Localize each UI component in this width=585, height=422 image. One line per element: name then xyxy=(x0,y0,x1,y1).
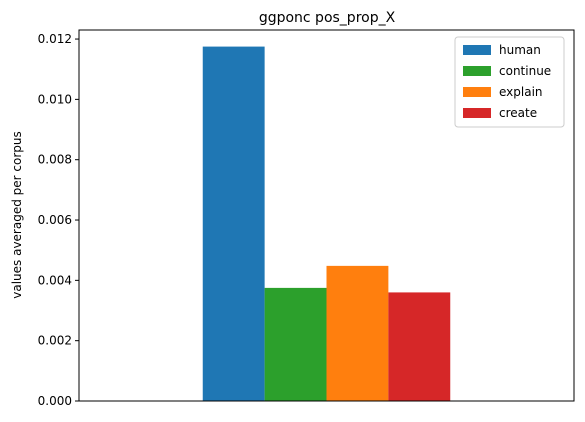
legend-label-create: create xyxy=(499,106,537,120)
y-tick-label: 0.010 xyxy=(38,92,72,106)
bars-group xyxy=(202,46,451,402)
chart-title: ggponc pos_prop_X xyxy=(259,10,396,26)
legend-swatch-human xyxy=(463,45,491,55)
legend-box xyxy=(454,36,565,128)
y-tick-label: 0.000 xyxy=(38,394,72,408)
legend: human continue explain create xyxy=(454,36,565,128)
legend-label-human: human xyxy=(499,43,541,57)
legend-swatch-continue xyxy=(463,66,491,76)
y-tick-label: 0.004 xyxy=(38,273,72,287)
bar-human xyxy=(202,46,265,402)
bar-create xyxy=(388,292,451,401)
bar-continue xyxy=(264,287,327,401)
legend-swatch-explain xyxy=(463,87,491,97)
y-tick-label: 0.002 xyxy=(38,334,72,348)
y-tick-label: 0.006 xyxy=(38,213,72,227)
legend-label-continue: continue xyxy=(499,64,551,78)
bar-explain xyxy=(326,265,389,401)
y-tick-label: 0.008 xyxy=(38,153,72,167)
legend-label-explain: explain xyxy=(499,85,543,99)
y-tick-label: 0.012 xyxy=(38,32,72,46)
y-axis-ticks: 0.000 0.002 0.004 0.006 0.008 0.010 0.012 xyxy=(38,32,79,408)
plot-frame xyxy=(78,29,575,402)
y-axis-label: values averaged per corpus xyxy=(10,131,24,299)
legend-swatch-create xyxy=(463,108,491,118)
